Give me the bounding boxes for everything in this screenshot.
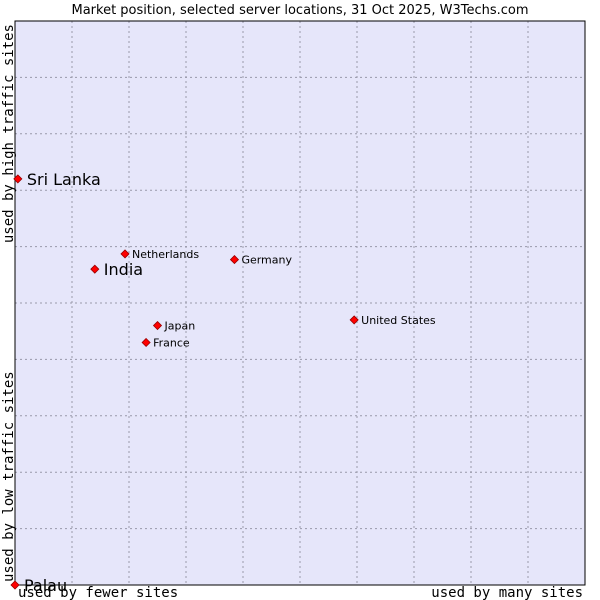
point-label-united-states: United States (361, 314, 436, 327)
marker-palau (10, 580, 20, 590)
data-point-india: India (90, 260, 143, 279)
marker-india (90, 264, 100, 274)
data-point-japan: Japan (152, 320, 196, 333)
point-label-palau: Palau (24, 576, 67, 595)
marker-france (141, 337, 151, 348)
y-axis-label-bottom: used by low traffic sites (1, 371, 17, 582)
data-point-sri-lanka: Sri Lanka (13, 170, 101, 189)
point-label-sri-lanka: Sri Lanka (27, 170, 101, 189)
marker-netherlands (120, 249, 130, 259)
marker-sri-lanka (13, 174, 23, 184)
y-axis-label-top: used by high traffic sites (1, 24, 17, 243)
point-label-japan: Japan (164, 320, 196, 333)
point-label-germany: Germany (241, 254, 292, 267)
point-label-netherlands: Netherlands (132, 248, 199, 261)
grid-lines (15, 21, 585, 585)
data-point-netherlands: Netherlands (120, 248, 199, 261)
data-point-united-states: United States (349, 314, 436, 327)
point-label-india: India (104, 260, 143, 279)
marker-germany (229, 255, 240, 265)
x-axis-label-right: used by many sites (431, 585, 583, 600)
data-point-france: France (141, 336, 190, 349)
x-axis-label-left: used by fewer sites (18, 585, 178, 600)
plot-border (14, 20, 586, 586)
data-point-palau: Palau (10, 576, 67, 595)
marker-united-states (349, 315, 359, 325)
point-label-france: France (153, 336, 190, 349)
chart-title: Market position, selected server locatio… (71, 3, 528, 18)
data-point-germany: Germany (229, 254, 292, 267)
marker-japan (152, 320, 163, 331)
